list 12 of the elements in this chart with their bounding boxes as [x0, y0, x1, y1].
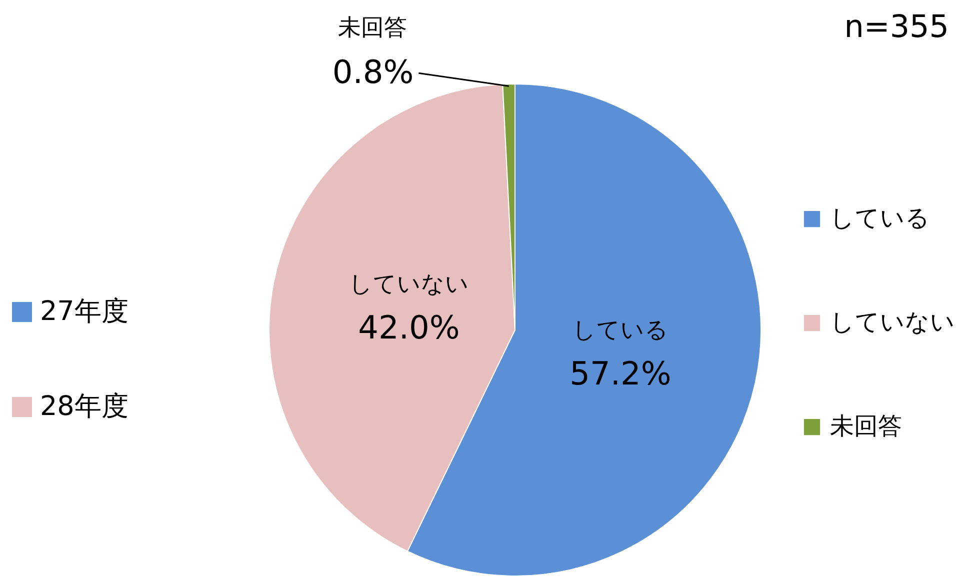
data-label: 42.0% — [358, 308, 460, 346]
legend-label: していない — [830, 308, 955, 336]
slice-label: していない — [348, 271, 469, 298]
text: 27年度 — [40, 296, 128, 327]
text: n=355 — [844, 9, 949, 45]
data-label: 57.2% — [570, 354, 672, 392]
slice-label: 未回答 — [338, 15, 408, 42]
text: 28年度 — [40, 391, 128, 422]
data-label: 0.8% — [332, 53, 414, 92]
legend-label: 未回答 — [830, 412, 902, 440]
slice-label: している — [572, 317, 668, 344]
legend-label: している — [830, 204, 930, 232]
